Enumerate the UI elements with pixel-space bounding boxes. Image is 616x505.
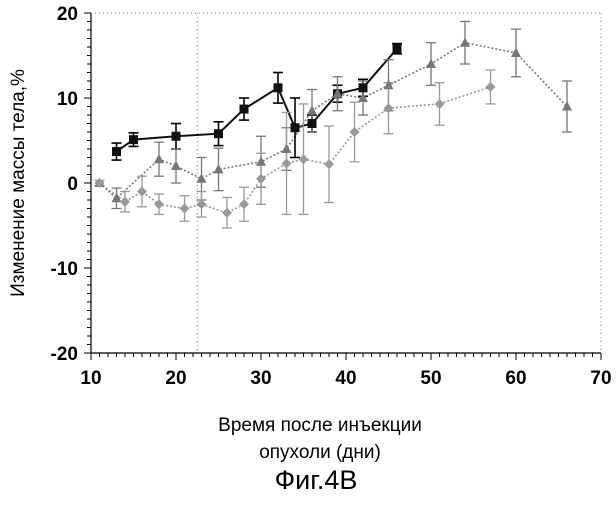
- series-3-point: [222, 208, 232, 218]
- y-tick-label: 0: [67, 174, 78, 195]
- series-1-point: [274, 83, 283, 92]
- y-axis-title: Изменение массы тела,%: [8, 69, 29, 297]
- series-2-line: [100, 43, 568, 199]
- series-3-point: [324, 159, 334, 169]
- x-tick-label: 50: [420, 368, 441, 389]
- series-3-point: [384, 103, 394, 113]
- series-2-point: [256, 156, 266, 166]
- series-2-point: [197, 173, 207, 183]
- x-tick-label: 60: [505, 368, 526, 389]
- series-3-point: [154, 199, 164, 209]
- series-1-point: [214, 129, 223, 138]
- series-3-point: [486, 82, 496, 92]
- x-tick-label: 40: [335, 368, 356, 389]
- x-tick-label: 10: [80, 368, 101, 389]
- series-3-point: [350, 127, 360, 137]
- series-3-point: [180, 204, 190, 214]
- series-3-point: [435, 99, 445, 109]
- series-3-point: [256, 174, 266, 184]
- series-1-point: [291, 123, 300, 132]
- series-3-point: [197, 199, 207, 209]
- series-3-point: [239, 199, 249, 209]
- x-tick-label: 20: [165, 368, 186, 389]
- x-axis-title-line1: Время после инъекции: [218, 415, 422, 436]
- x-axis-title-line2: опухоли (дни): [259, 442, 381, 463]
- x-tick-label: 70: [590, 368, 611, 389]
- series-1-point: [308, 119, 317, 128]
- y-tick-label: 20: [57, 4, 78, 25]
- series-2-point: [282, 144, 292, 154]
- y-tick-label: 10: [57, 89, 78, 110]
- figure-caption: Фиг.4B: [275, 465, 358, 495]
- series-2-point: [426, 59, 436, 69]
- y-tick-label: -10: [51, 259, 78, 280]
- series-2-point: [214, 164, 224, 174]
- series-2-point: [307, 105, 317, 115]
- series-2-point: [154, 154, 164, 164]
- series-1-point: [240, 105, 249, 114]
- series-3-point: [282, 158, 292, 168]
- series-2-point: [460, 37, 470, 47]
- series-3-point: [299, 154, 309, 164]
- series-2-point: [171, 161, 181, 171]
- series-1-point: [172, 132, 181, 141]
- series-1-point: [359, 83, 368, 92]
- series-2-point: [384, 80, 394, 90]
- x-tick-label: 30: [250, 368, 271, 389]
- y-tick-label: -20: [51, 344, 78, 365]
- series-3-point: [120, 197, 130, 207]
- series-1-point: [112, 147, 121, 156]
- series-1-point: [393, 44, 402, 53]
- series-1-point: [129, 135, 138, 144]
